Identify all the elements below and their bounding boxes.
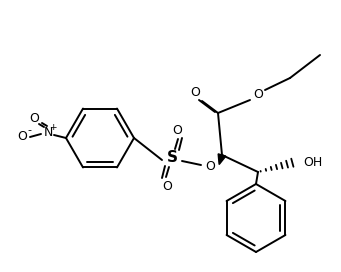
Text: O: O [172, 123, 182, 137]
Text: O: O [205, 159, 215, 172]
Text: O: O [190, 86, 200, 100]
Polygon shape [218, 154, 226, 165]
Text: S: S [166, 150, 178, 165]
Text: O: O [29, 113, 39, 125]
Text: O: O [162, 180, 172, 193]
Text: O: O [253, 88, 263, 101]
Text: -: - [27, 125, 31, 135]
Text: OH: OH [303, 156, 323, 168]
Text: N: N [43, 126, 53, 140]
Text: O: O [17, 131, 27, 144]
Text: +: + [49, 122, 57, 131]
